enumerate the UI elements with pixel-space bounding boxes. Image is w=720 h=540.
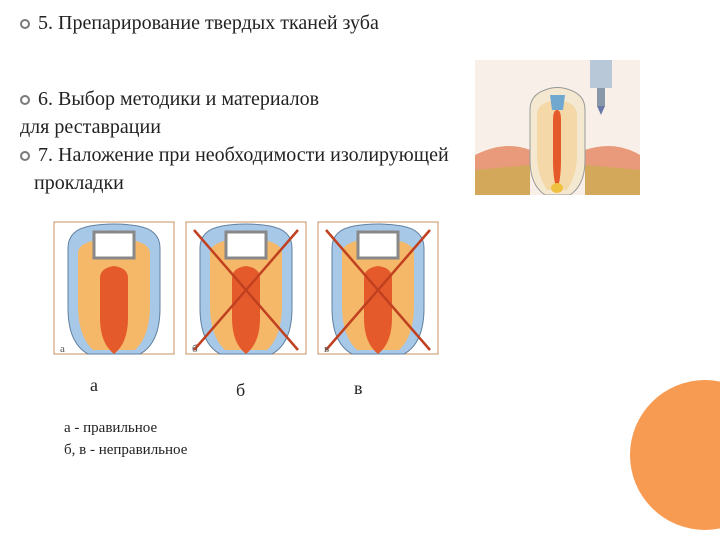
bullet-icon [20,95,30,105]
legend-incorrect: б, в - неправильное [64,442,187,459]
teeth-diagram-row: а б в [50,218,442,358]
item6a-text: 6. Выбор методики и материалов [38,88,319,110]
decorative-circle [630,380,720,530]
tooth-c: в [314,218,442,358]
item7a-text: 7. Наложение при необходимости изолирующ… [38,144,449,166]
bullet-item-7: 7. Наложение при необходимости изолирующ… [20,144,449,167]
tooth-drilling-illustration [475,60,640,195]
label-b: б [236,380,245,401]
bullet-item-6: 6. Выбор методики и материалов [20,88,319,111]
bullet-item-5: 5. Препарирование твердых тканей зуба [20,12,379,35]
svg-text:а: а [60,343,65,355]
item7b-text: прокладки [34,172,124,195]
tooth-a: а [50,218,178,358]
svg-text:в: в [324,343,329,355]
label-c: в [354,378,363,399]
item5-text: 5. Препарирование твердых тканей зуба [38,12,379,34]
item6b-text: для реставрации [20,116,161,139]
label-a: а [90,375,98,396]
tooth-b: б [182,218,310,358]
svg-text:б: б [192,343,198,355]
bullet-icon [20,151,30,161]
legend-correct: а - правильное [64,420,157,437]
bullet-icon [20,19,30,29]
